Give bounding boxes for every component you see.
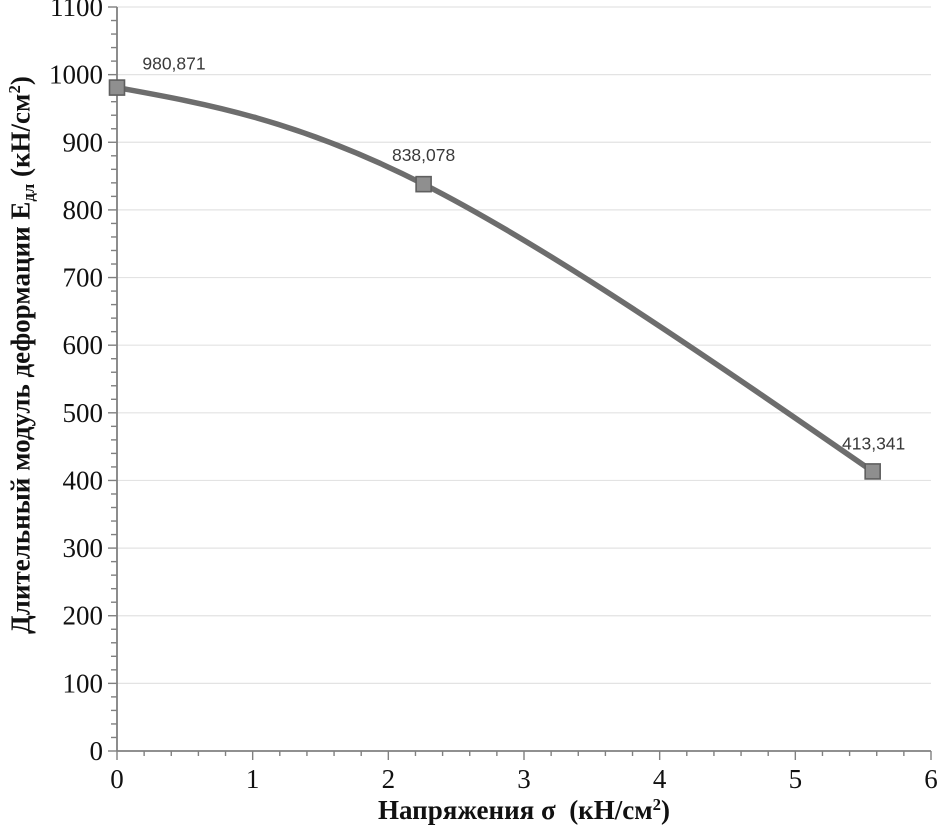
x-axis-title: Напряжения σ (кН/см2) bbox=[117, 795, 931, 826]
y-axis-tick-label: 900 bbox=[63, 127, 104, 157]
data-point-label: 980,871 bbox=[142, 54, 205, 74]
x-axis-title-main: Напряжения σ (кН/см bbox=[378, 795, 653, 826]
y-axis-tick-label: 100 bbox=[63, 668, 104, 698]
y-axis-tick-label: 200 bbox=[63, 601, 104, 631]
y-axis-tick-label: 1100 bbox=[50, 0, 103, 22]
y-axis-title-units: (кН/см bbox=[5, 93, 36, 184]
x-axis-tick-label: 4 bbox=[653, 764, 667, 794]
y-axis-title-close: ) bbox=[5, 76, 36, 86]
data-point-marker bbox=[864, 463, 881, 480]
data-point-marker bbox=[415, 175, 432, 193]
y-axis-tick-label: 600 bbox=[63, 330, 104, 360]
x-axis-tick-label: 5 bbox=[789, 764, 803, 794]
y-axis-tick-label: 400 bbox=[63, 465, 104, 495]
series-line bbox=[114, 84, 876, 475]
y-axis-tick-label: 700 bbox=[63, 263, 104, 293]
x-axis-title-close: ) bbox=[661, 795, 670, 826]
data-point-label: 413,341 bbox=[842, 433, 905, 453]
data-point-label: 838,078 bbox=[392, 145, 455, 165]
x-axis-tick-label: 0 bbox=[110, 764, 124, 794]
x-axis-tick-label: 6 bbox=[924, 764, 938, 794]
data-point-marker bbox=[108, 79, 126, 96]
y-axis-title: Длительный модуль деформации Едл (кН/см2… bbox=[5, 76, 39, 634]
y-axis-tick-label: 500 bbox=[63, 398, 104, 428]
x-axis-title-superscript: 2 bbox=[652, 795, 661, 814]
y-axis-title-main: Длительный модуль деформации Е bbox=[5, 201, 36, 634]
y-axis-tick-label: 0 bbox=[90, 736, 104, 766]
y-axis-title-superscript: 2 bbox=[5, 85, 25, 94]
y-axis-tick-label: 300 bbox=[63, 533, 104, 563]
x-axis-tick-label: 1 bbox=[246, 764, 260, 794]
x-axis-tick-label: 3 bbox=[517, 764, 531, 794]
y-axis-tick-label: 800 bbox=[63, 195, 104, 225]
y-axis-title-subscript: дл bbox=[18, 183, 38, 202]
x-axis-tick-label: 2 bbox=[382, 764, 396, 794]
y-axis-tick-label: 1000 bbox=[49, 60, 103, 90]
